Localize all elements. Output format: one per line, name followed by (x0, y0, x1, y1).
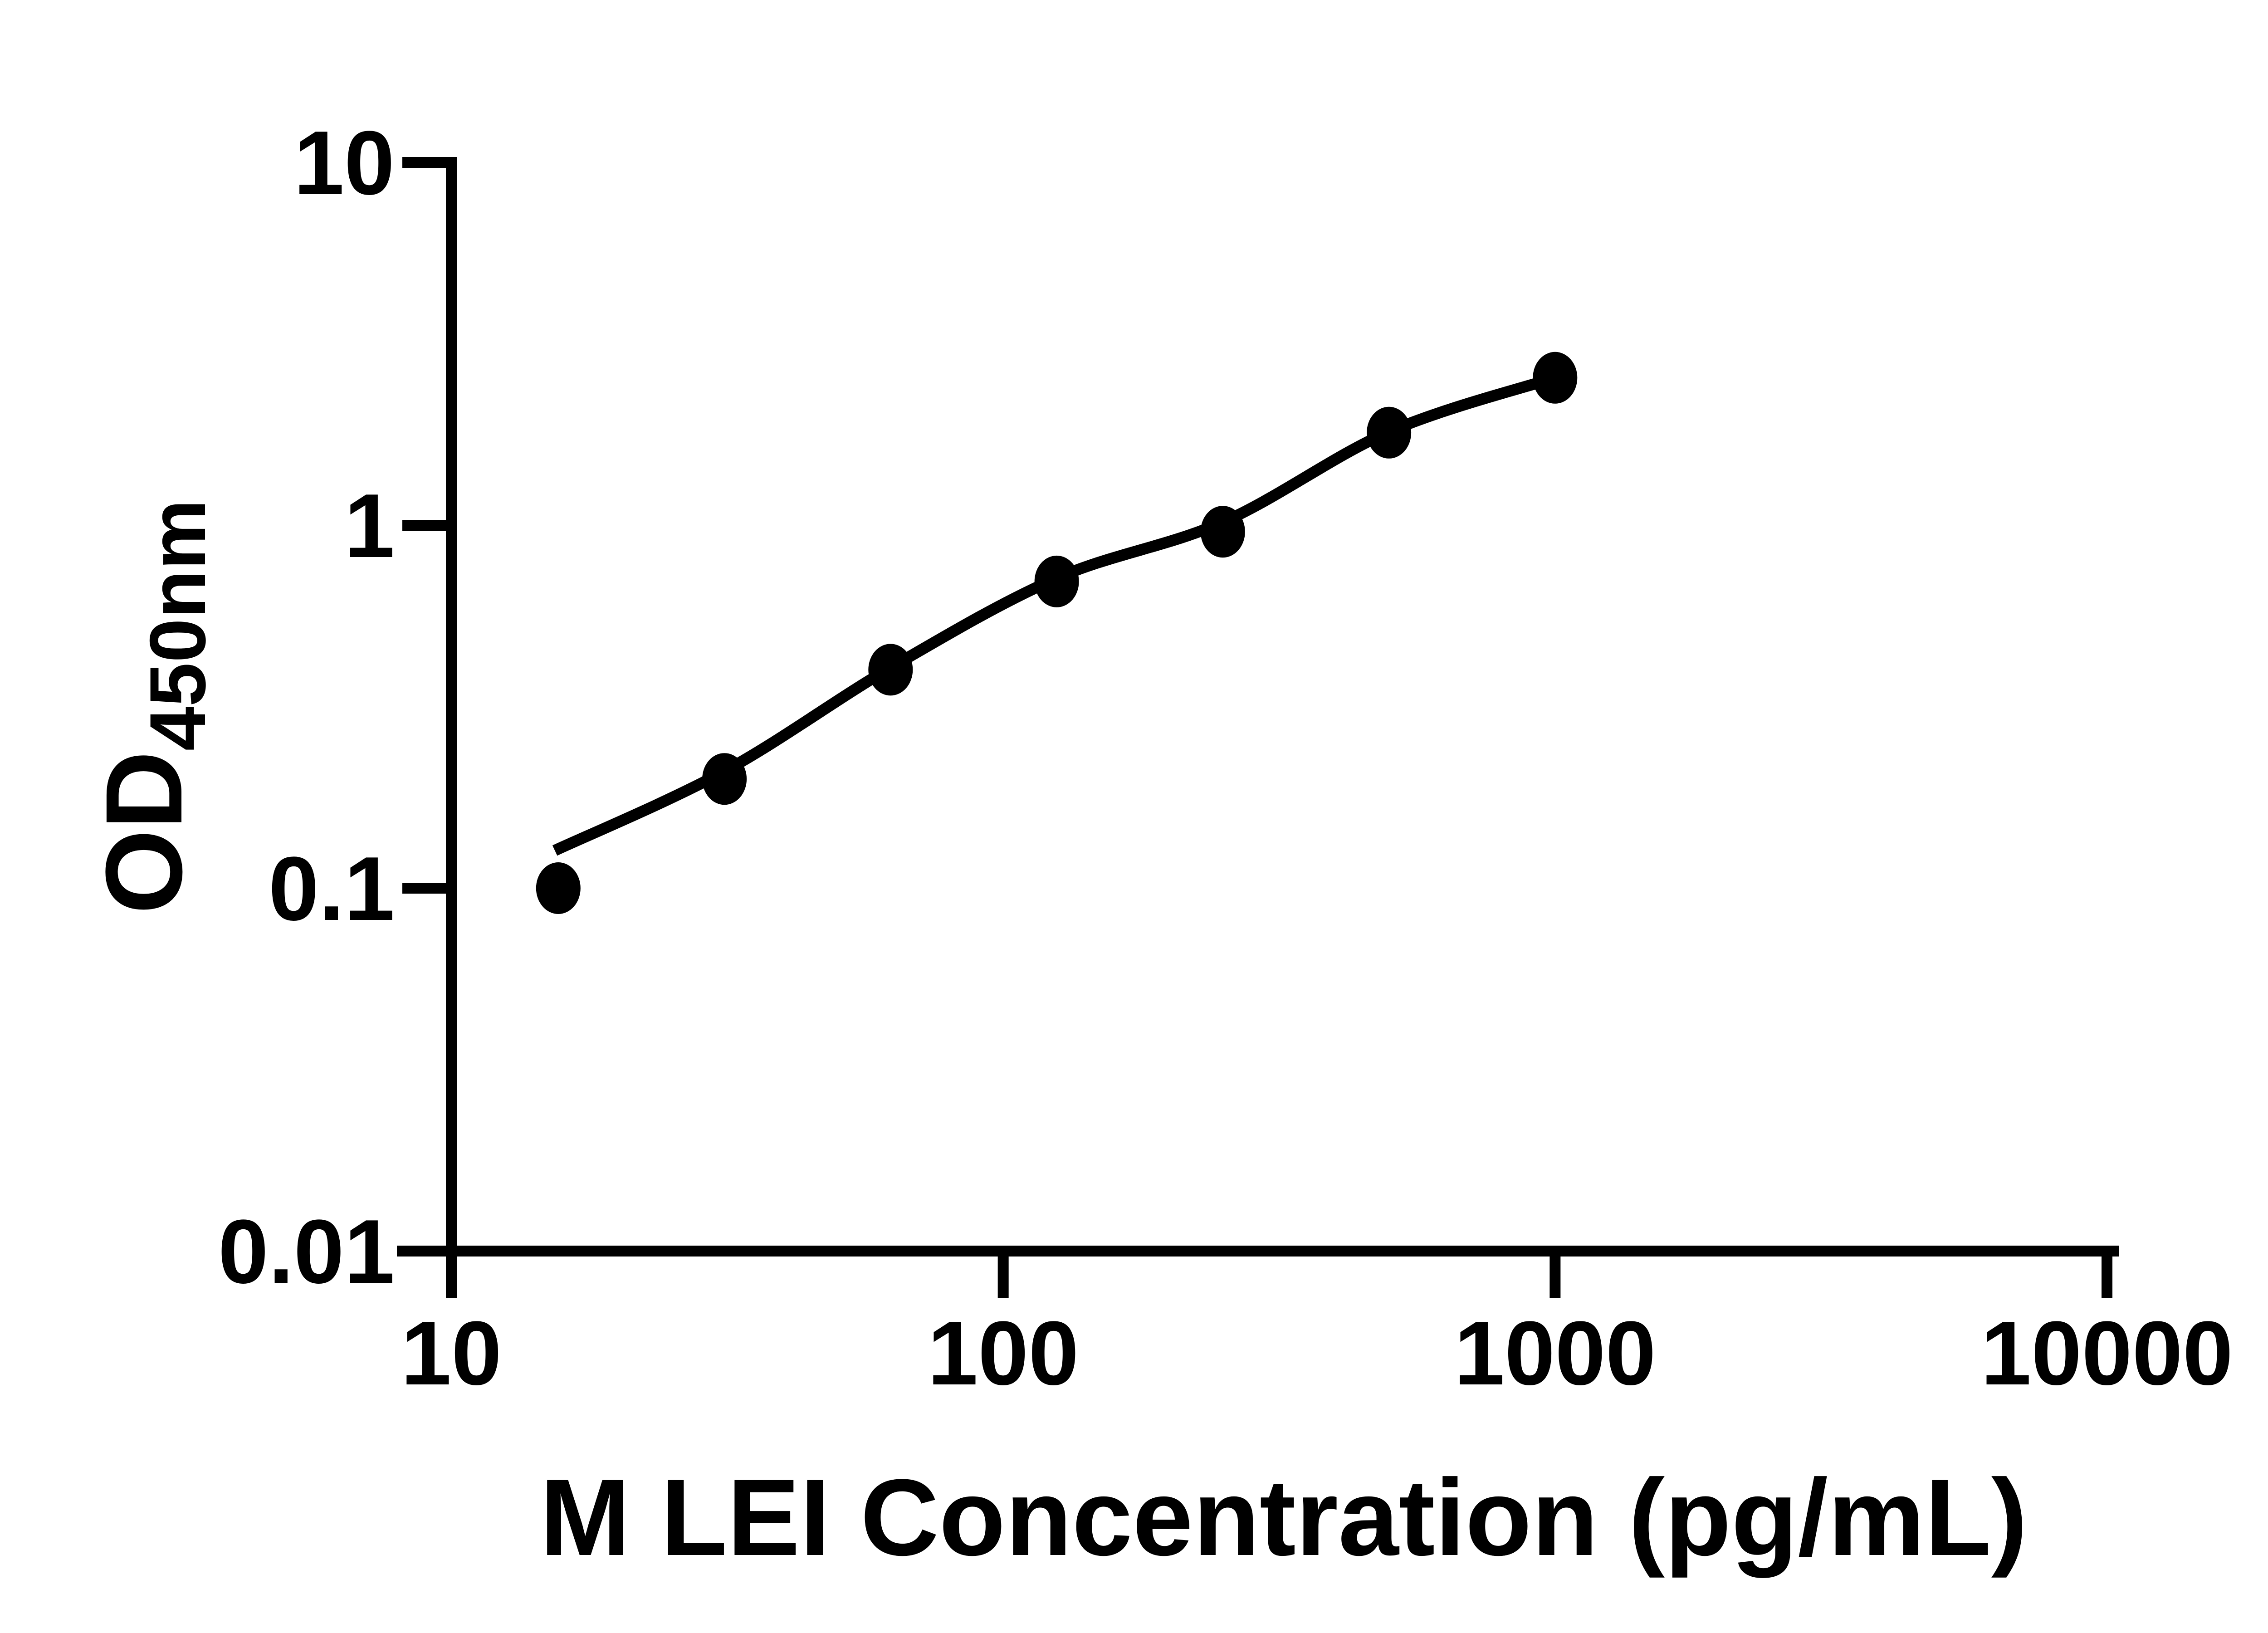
data-points (536, 352, 1578, 914)
x-axis-tick-label: 1000 (1454, 1303, 1656, 1404)
data-point-marker (1533, 352, 1578, 404)
y-axis-tick-label: 0.1 (269, 838, 395, 939)
data-point-marker (536, 862, 581, 914)
data-point-marker (868, 644, 913, 696)
y-axis-title-subscript: 450nm (134, 499, 222, 751)
y-axis-title-main: OD (83, 751, 205, 914)
x-axis-tick-label: 10000 (1981, 1303, 2233, 1404)
y-axis-tick-label: 10 (294, 112, 395, 214)
y-axis-tick-label: 0.01 (218, 1201, 395, 1302)
y-axis-title: OD450nm (83, 499, 222, 914)
y-axis-tick-label: 1 (344, 475, 395, 577)
x-axis-tick-label: 100 (928, 1303, 1079, 1404)
data-point-marker (702, 753, 747, 805)
x-axis-title: M LEI Concentration (pg/mL) (540, 1457, 2028, 1578)
data-point-marker (1200, 506, 1245, 558)
x-axis-tick-label: 10 (401, 1303, 502, 1404)
data-point-marker (1034, 555, 1079, 607)
data-point-marker (1367, 406, 1412, 459)
